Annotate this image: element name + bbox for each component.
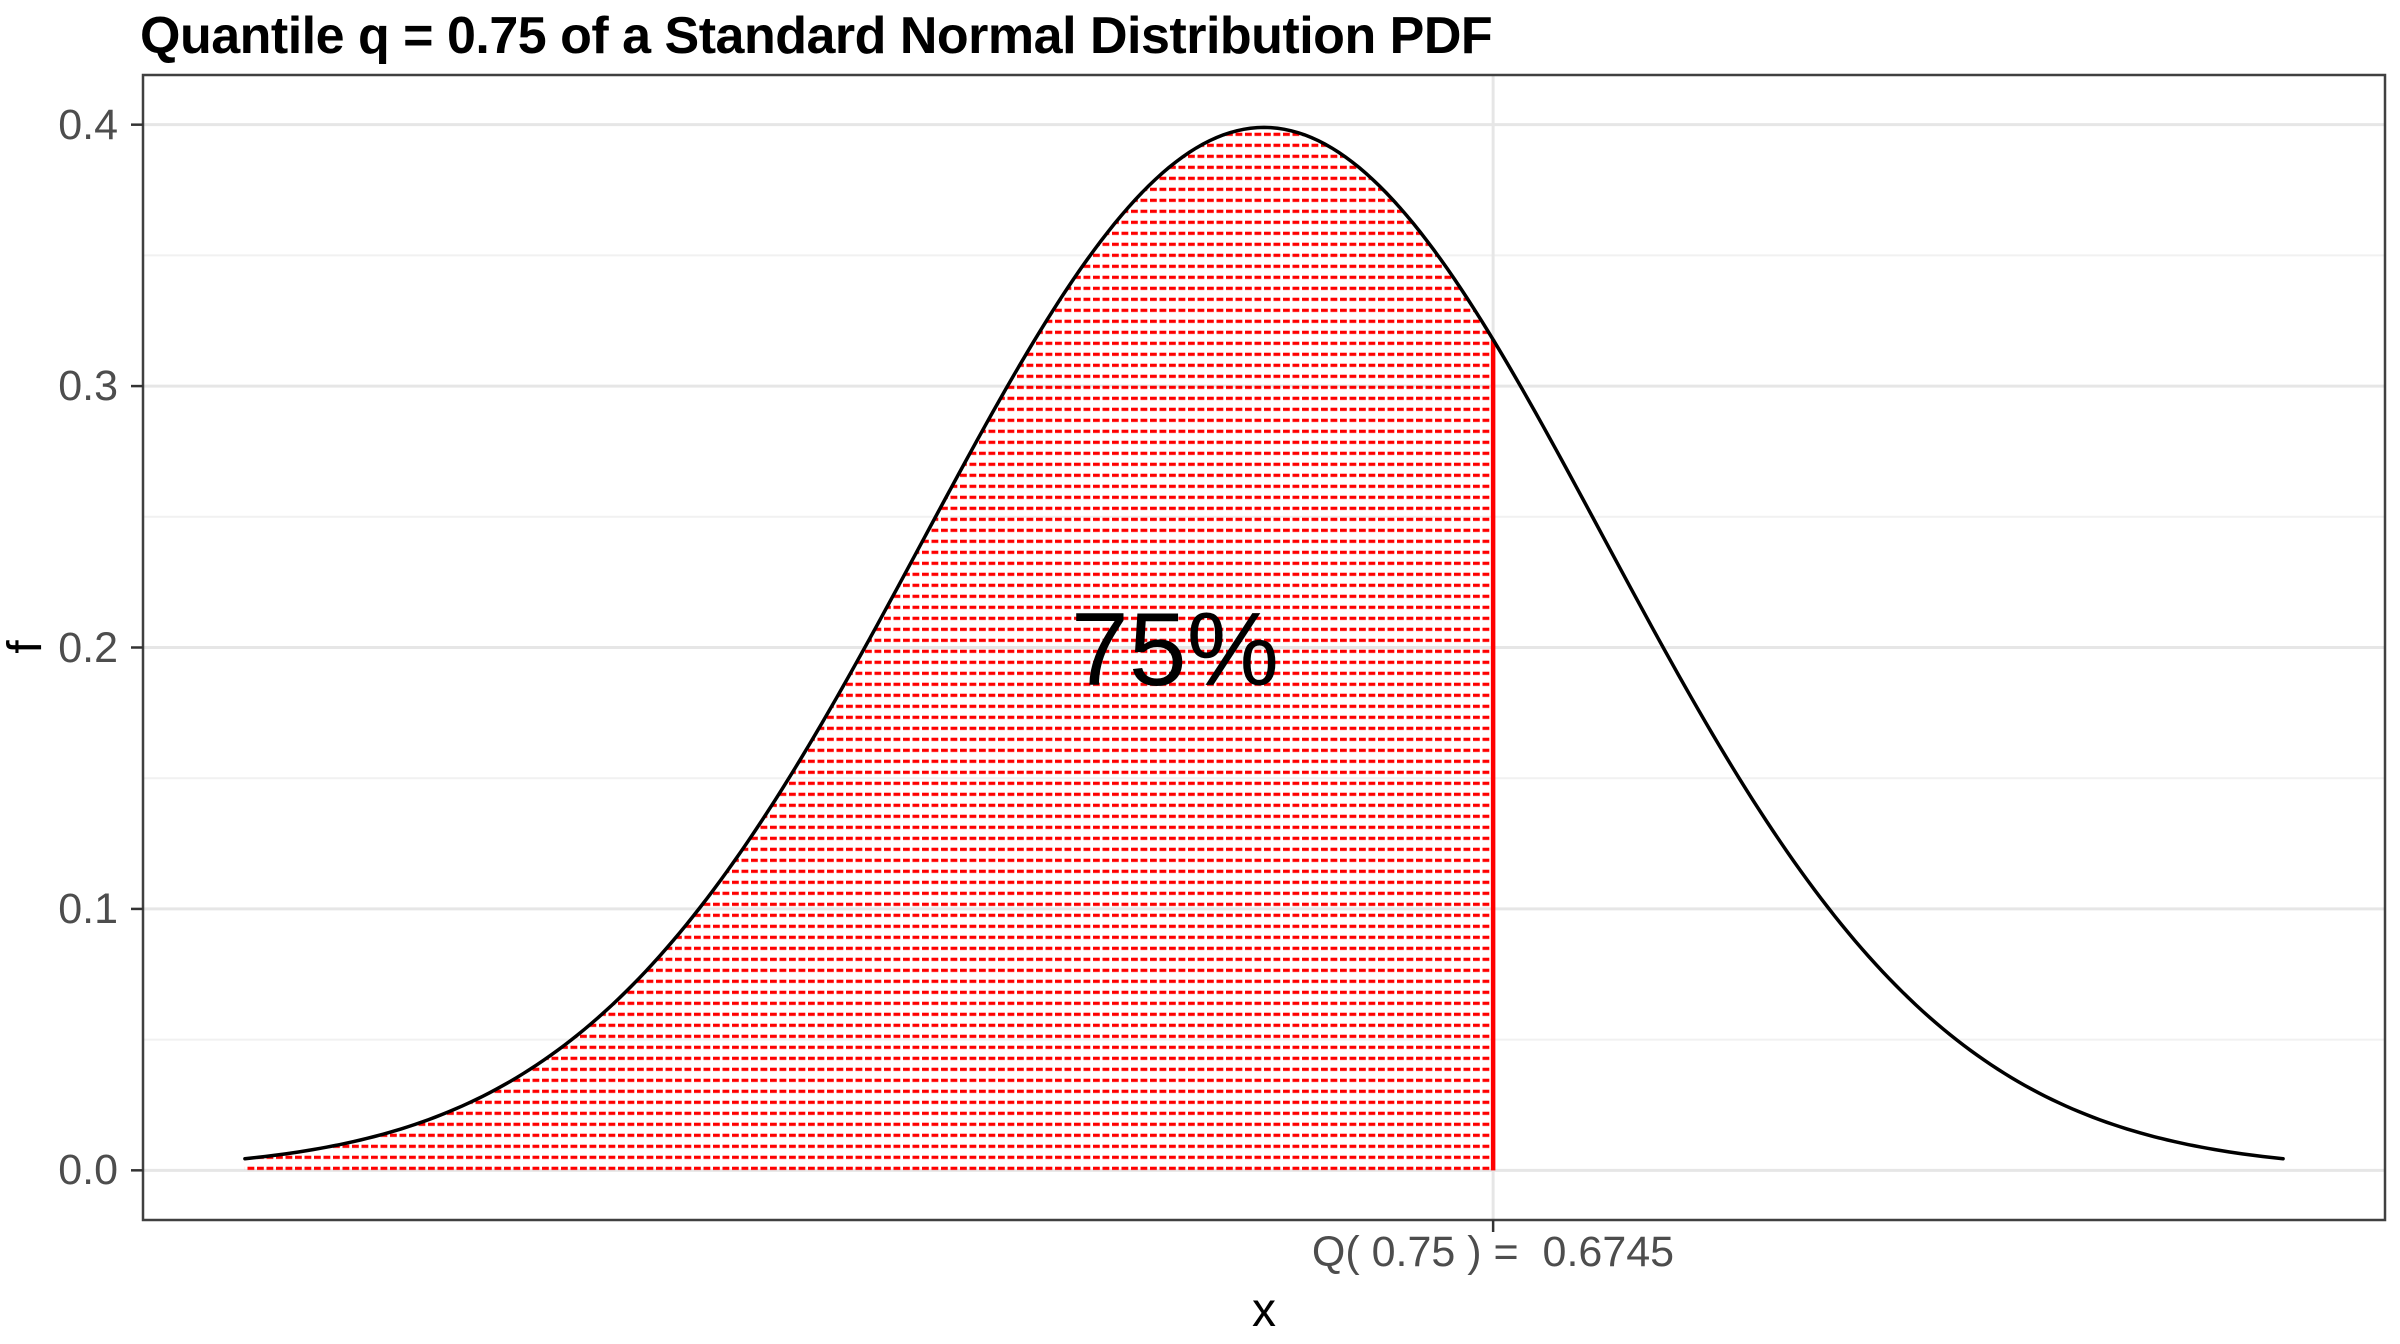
x-axis-tick-label-quantile: Q( 0.75 ) = 0.6745	[1311, 1228, 1675, 1276]
pdf-curve	[243, 125, 2285, 1161]
chart-title: Quantile q = 0.75 of a Standard Normal D…	[140, 7, 1493, 65]
x-axis-title: x	[1252, 1284, 1276, 1337]
shaded-quantile-area	[244, 127, 1494, 1171]
y-axis-tick-label: 0.1	[58, 884, 118, 933]
y-axis-tick-label: 0.3	[58, 362, 118, 411]
shaded-area-percent-label: 75%	[1070, 592, 1280, 708]
y-axis-tick-label: 0.0	[58, 1146, 118, 1195]
y-axis-tick-label: 0.4	[58, 100, 118, 149]
y-axis-tick-label: 0.2	[58, 623, 118, 672]
